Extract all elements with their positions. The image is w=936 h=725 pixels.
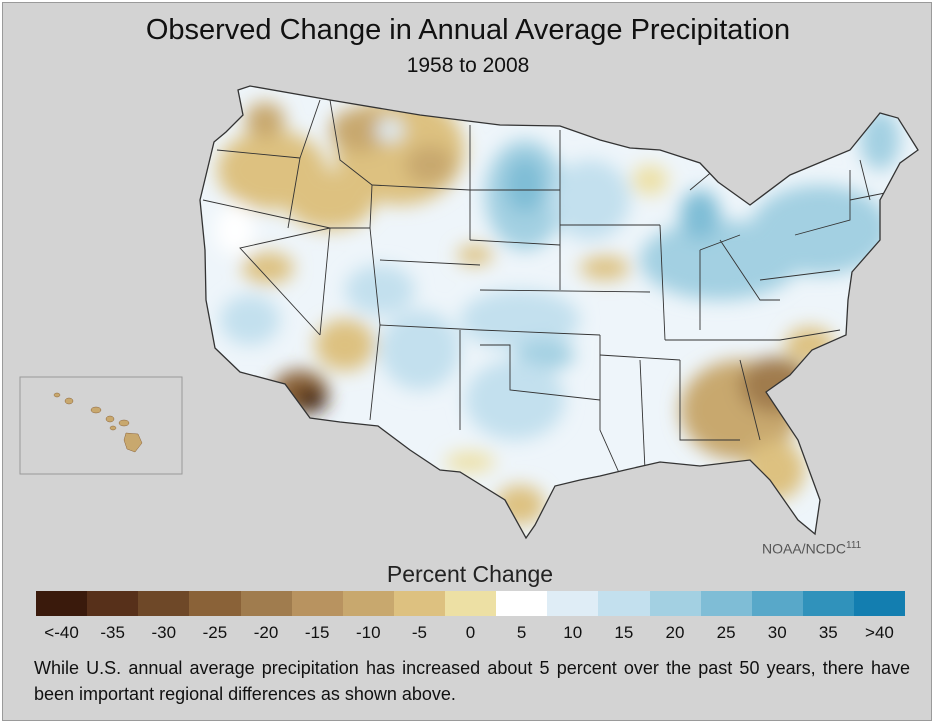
legend-swatch <box>496 591 548 616</box>
legend-tick-label: -25 <box>202 623 228 642</box>
legend-swatch <box>649 591 701 616</box>
legend-swatch <box>240 591 292 616</box>
legend-swatch <box>547 591 599 616</box>
us-outline <box>199 85 919 540</box>
legend-swatch <box>802 591 854 616</box>
legend-tick-label: -35 <box>100 623 125 642</box>
legend-tick-label: 30 <box>767 623 787 642</box>
hawaii-inset <box>19 376 183 475</box>
legend-tick-label: 15 <box>614 623 634 642</box>
legend-swatch <box>751 591 803 616</box>
legend-tick-label: 35 <box>818 623 838 642</box>
legend-tick-label: 10 <box>563 623 583 642</box>
legend-tick-label: -15 <box>304 623 330 642</box>
legend-swatch <box>393 591 445 616</box>
caption: While U.S. annual average precipitation … <box>34 658 910 704</box>
map-title: Observed Change in Annual Average Precip… <box>145 14 791 46</box>
legend-tick-label: -30 <box>151 623 177 642</box>
legend-tick-label: 20 <box>665 623 685 642</box>
legend-swatch <box>598 591 650 616</box>
legend-swatch <box>700 591 752 616</box>
legend-tick-label: -20 <box>253 623 279 642</box>
legend-tick-label: -10 <box>355 623 381 642</box>
legend-swatch <box>87 591 139 616</box>
map-subtitle: 1958 to 2008 <box>406 54 530 77</box>
source-credit: NOAA/NCDC111 <box>762 540 862 557</box>
legend-swatch <box>138 591 190 616</box>
legend-tick-label: 5 <box>516 623 527 642</box>
legend-color-bar <box>36 591 906 616</box>
hawaii-islands <box>53 392 143 453</box>
precipitation-field <box>215 95 900 525</box>
legend-tick-label: 25 <box>716 623 736 642</box>
legend-title: Percent Change <box>386 561 554 587</box>
legend-swatch <box>36 591 88 616</box>
legend-tick-label: <-40 <box>44 623 79 642</box>
legend-swatch <box>445 591 497 616</box>
legend-swatch <box>854 591 906 616</box>
legend-swatch <box>342 591 394 616</box>
state-boundaries <box>202 99 901 476</box>
legend-swatch <box>291 591 343 616</box>
legend-tick-label: -5 <box>411 623 427 642</box>
legend-swatch <box>189 591 241 616</box>
legend-tick-label: 0 <box>465 623 476 642</box>
legend-tick-label: >40 <box>865 623 894 642</box>
